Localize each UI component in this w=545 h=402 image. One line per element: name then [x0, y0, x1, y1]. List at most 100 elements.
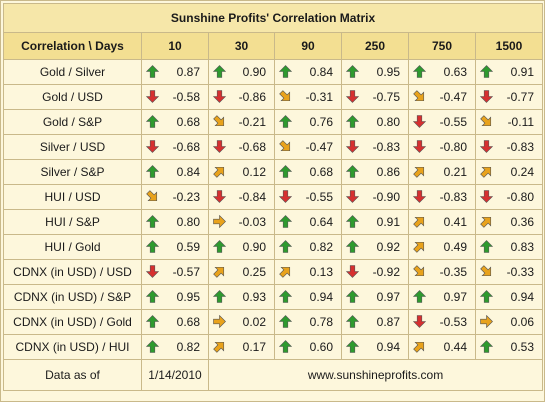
website-link[interactable]: www.sunshineprofits.com [207, 359, 544, 391]
correlation-value: 0.41 [443, 215, 467, 229]
correlation-value: 0.91 [376, 215, 400, 229]
arrow-up-icon [413, 65, 426, 78]
day-header-750: 750 [408, 32, 476, 60]
arrow-up-icon [279, 115, 292, 128]
correlation-value: 0.59 [176, 240, 200, 254]
row-label: HUI / USD [3, 184, 142, 210]
arrow-up-icon [413, 290, 426, 303]
correlation-cell: -0.83 [474, 134, 544, 160]
correlation-value: 0.49 [443, 240, 467, 254]
correlation-value: 0.94 [376, 340, 400, 354]
correlation-table: Sunshine Profits' Correlation Matrix Cor… [2, 3, 544, 391]
correlation-value: 0.93 [242, 290, 266, 304]
correlation-cell: 0.17 [208, 334, 275, 360]
correlation-cell: 0.44 [408, 334, 476, 360]
correlation-value: -0.58 [172, 90, 200, 104]
correlation-cell: 0.90 [208, 59, 275, 85]
correlation-cell: 0.97 [341, 284, 409, 310]
day-header-10: 10 [141, 32, 209, 60]
correlation-cell: 0.92 [341, 234, 409, 260]
arrow-down-right-icon [480, 265, 492, 277]
correlation-value: 0.68 [176, 315, 200, 329]
corner-header: Correlation \ Days [3, 32, 142, 60]
table-row: CDNX (in USD) / S&P 0.95 0.93 0.94 0.97 0.97 0… [3, 284, 544, 310]
correlation-value: -0.75 [372, 90, 400, 104]
correlation-value: 0.68 [309, 165, 333, 179]
table-row: Gold / USD -0.58 -0.86 -0.31 -0.75 -0.47 -0.77 [3, 84, 544, 110]
arrow-up-icon [279, 65, 292, 78]
arrow-down-right-icon [279, 90, 291, 102]
correlation-value: 0.63 [443, 65, 467, 79]
arrow-up-icon [146, 115, 159, 128]
day-header-90: 90 [274, 32, 342, 60]
correlation-cell: -0.75 [341, 84, 409, 110]
correlation-value: 0.60 [309, 340, 333, 354]
arrow-up-icon [279, 215, 292, 228]
correlation-value: -0.35 [439, 265, 467, 279]
day-header-250: 250 [341, 32, 409, 60]
correlation-cell: -0.83 [408, 184, 476, 210]
header-row: Correlation \ Days 10 30 90 250 750 1500 [3, 32, 544, 60]
table-title: Sunshine Profits' Correlation Matrix [2, 3, 544, 33]
correlation-cell: 0.68 [141, 109, 209, 135]
arrow-up-right-icon [213, 341, 225, 353]
correlation-value: -0.80 [506, 190, 535, 204]
correlation-cell: 0.41 [408, 209, 476, 235]
arrow-up-right-icon [413, 166, 425, 178]
correlation-cell: 0.90 [208, 234, 275, 260]
correlation-cell: 0.80 [341, 109, 409, 135]
arrow-down-icon [413, 140, 426, 153]
correlation-value: 0.64 [309, 215, 333, 229]
correlation-cell: -0.31 [274, 84, 342, 110]
correlation-value: -0.47 [439, 90, 467, 104]
correlation-cell: 0.60 [274, 334, 342, 360]
correlation-value: 0.84 [176, 165, 200, 179]
arrow-right-icon [480, 315, 493, 328]
arrow-up-icon [213, 65, 226, 78]
arrow-up-icon [213, 240, 226, 253]
correlation-value: -0.33 [506, 265, 535, 279]
arrow-up-icon [146, 315, 159, 328]
arrow-up-icon [146, 215, 159, 228]
correlation-value: -0.23 [172, 190, 200, 204]
correlation-cell: 0.63 [408, 59, 476, 85]
correlation-value: 0.68 [176, 115, 200, 129]
table-row: Gold / Silver 0.87 0.90 0.84 0.95 0.63 0.91 [3, 59, 544, 85]
correlation-cell: 0.76 [274, 109, 342, 135]
correlation-value: -0.92 [372, 265, 400, 279]
row-label: CDNX (in USD) / Gold [3, 309, 142, 335]
correlation-value: 0.82 [309, 240, 333, 254]
arrow-up-right-icon [213, 166, 225, 178]
arrow-down-icon [213, 140, 226, 153]
correlation-cell: 0.95 [341, 59, 409, 85]
table-row: HUI / USD -0.23 -0.84 -0.55 -0.90 -0.83 -0.80 [3, 184, 544, 210]
arrow-down-icon [213, 90, 226, 103]
correlation-value: 0.84 [309, 65, 333, 79]
arrow-down-right-icon [213, 115, 225, 127]
correlation-value: 0.24 [510, 165, 535, 179]
row-label: CDNX (in USD) / HUI [3, 334, 142, 360]
arrow-up-right-icon [279, 266, 291, 278]
arrow-up-icon [279, 340, 292, 353]
correlation-value: -0.31 [305, 90, 333, 104]
arrow-down-icon [480, 190, 493, 203]
arrow-down-icon [346, 265, 359, 278]
correlation-value: 0.06 [510, 315, 535, 329]
correlation-cell: -0.47 [274, 134, 342, 160]
arrow-down-icon [146, 265, 159, 278]
correlation-cell: -0.80 [408, 134, 476, 160]
correlation-value: -0.11 [507, 115, 535, 129]
correlation-value: -0.83 [439, 190, 467, 204]
correlation-cell: 0.87 [341, 309, 409, 335]
arrow-up-icon [480, 65, 493, 78]
correlation-value: 0.02 [242, 315, 266, 329]
arrow-down-icon [413, 315, 426, 328]
arrow-up-icon [346, 115, 359, 128]
correlation-cell: 0.53 [474, 334, 544, 360]
arrow-up-icon [346, 290, 359, 303]
table-body: Gold / Silver 0.87 0.90 0.84 0.95 0.63 0.91 Gol… [3, 59, 544, 360]
correlation-cell: 0.36 [474, 209, 544, 235]
correlation-cell: 0.13 [274, 259, 342, 285]
correlation-cell: 0.87 [141, 59, 209, 85]
correlation-cell: 0.02 [208, 309, 275, 335]
